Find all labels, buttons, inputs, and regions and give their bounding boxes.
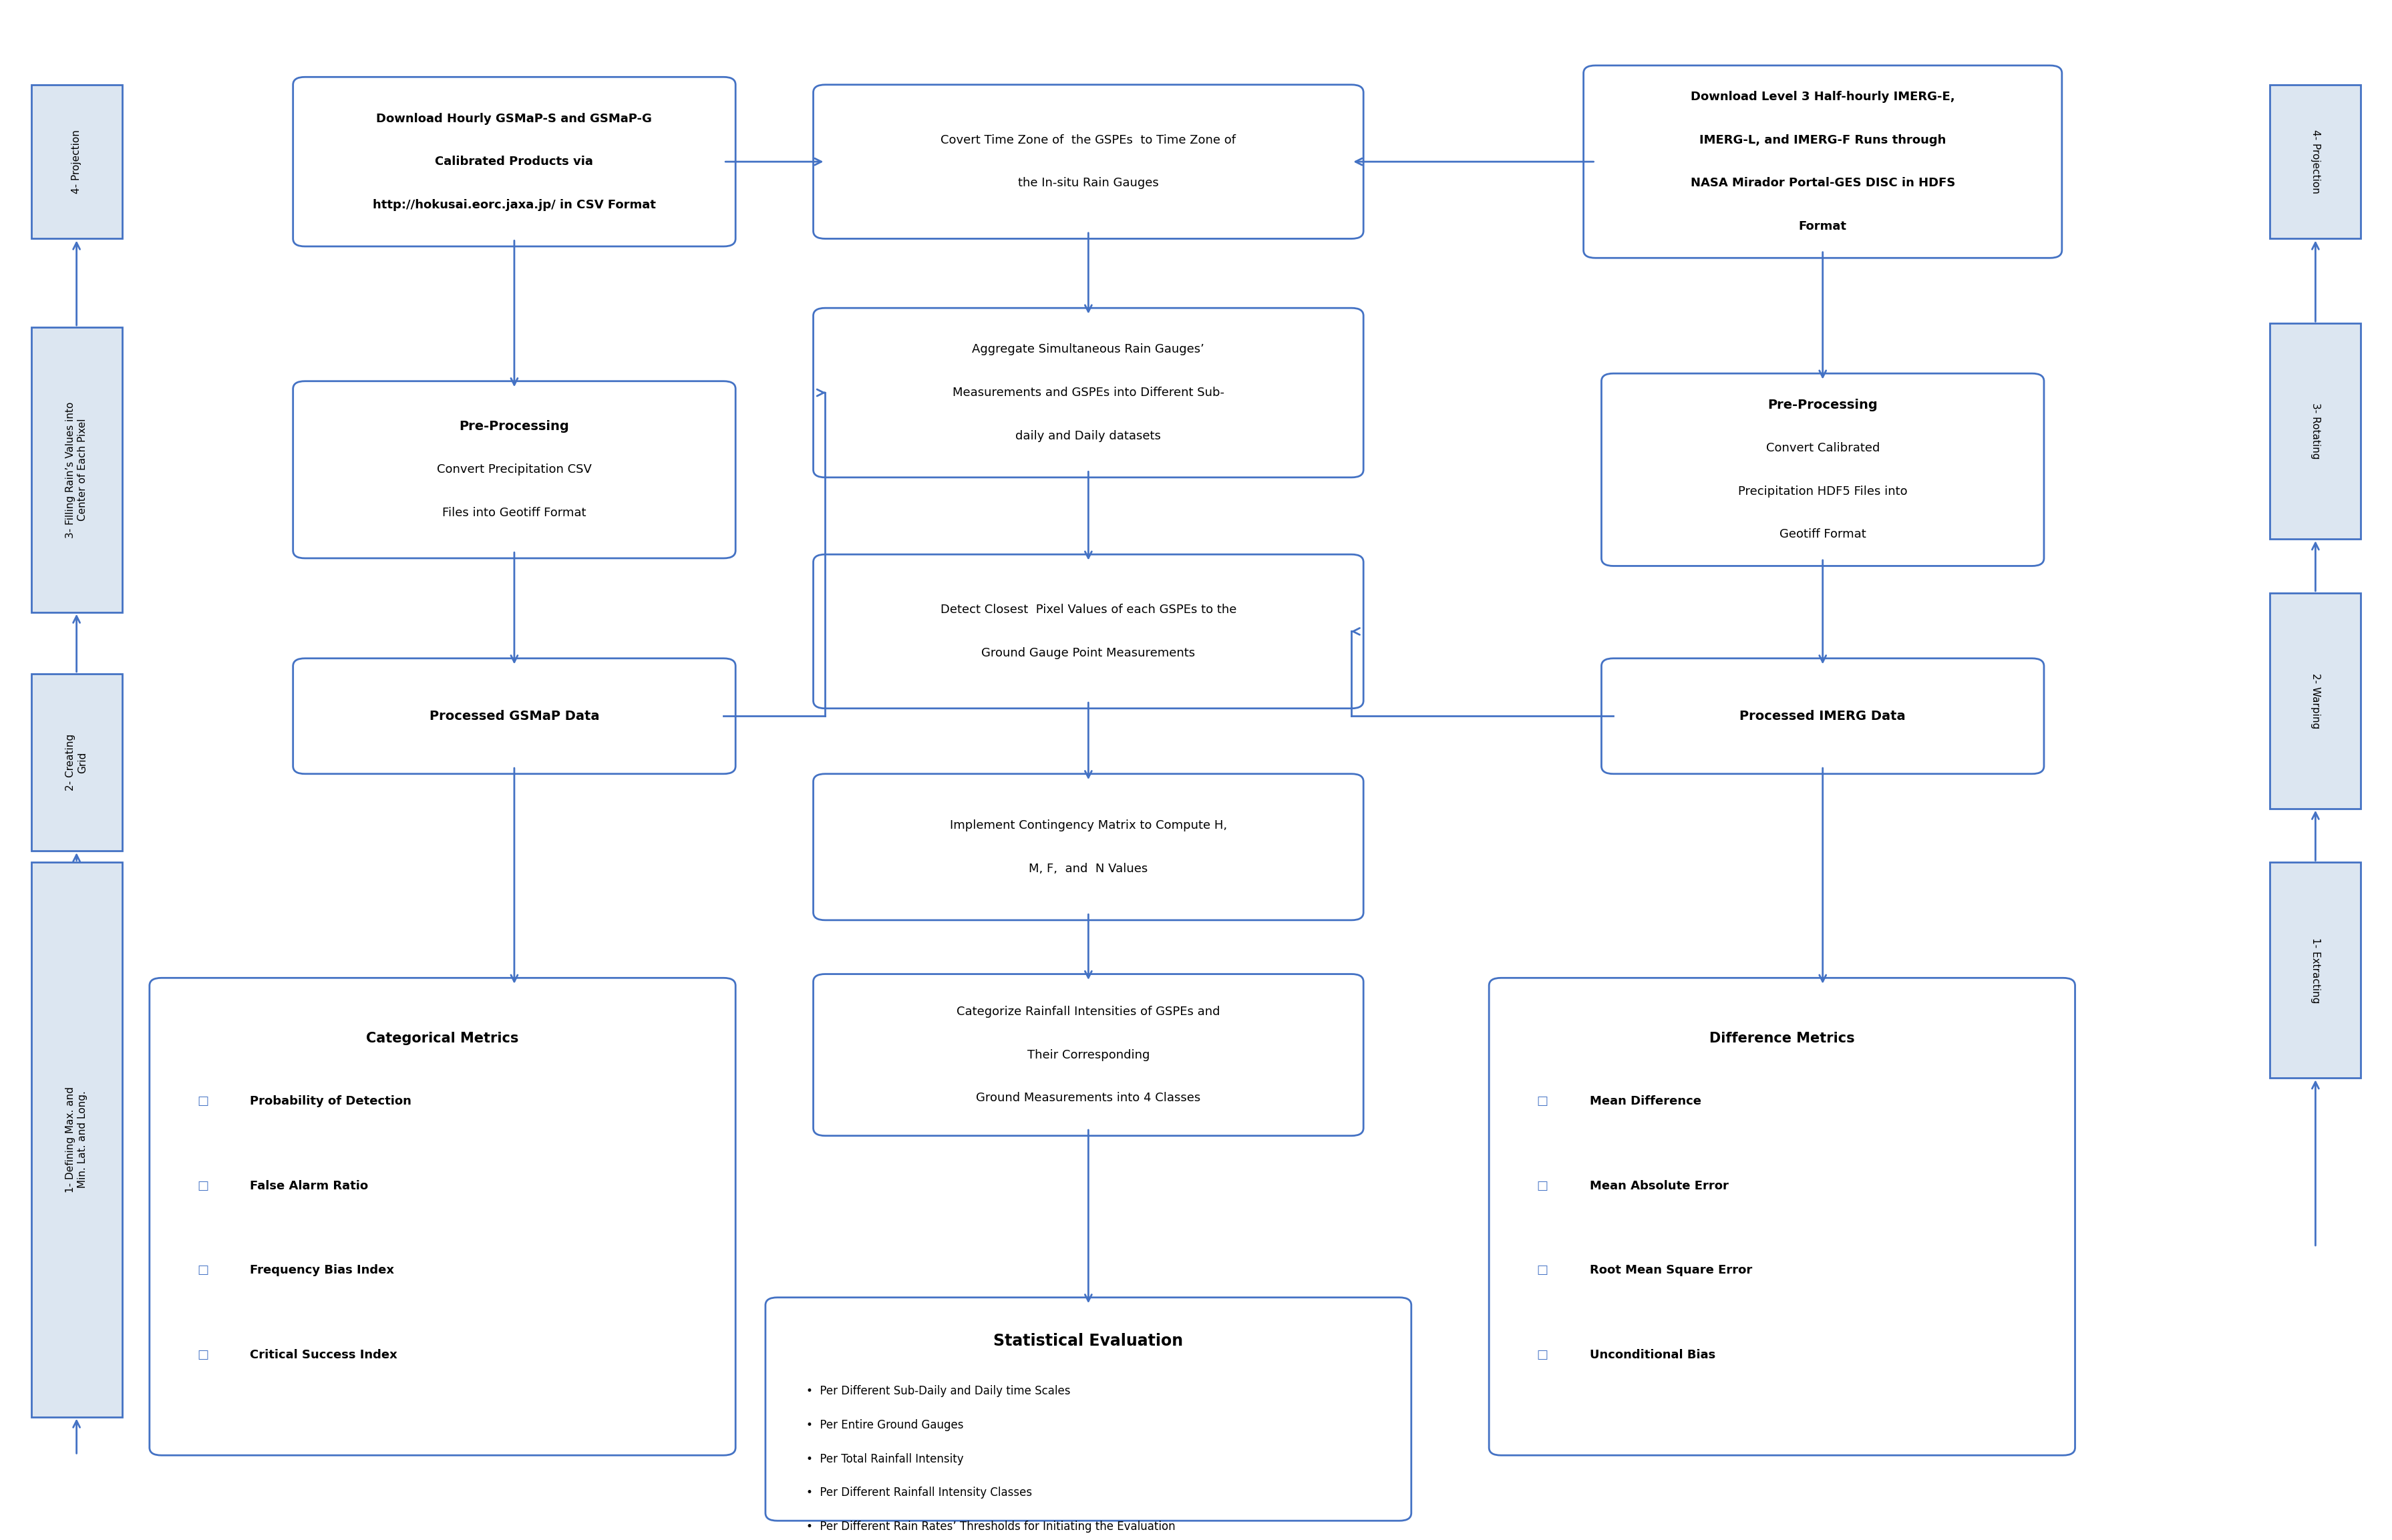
Text: •  Per Different Sub-Daily and Daily time Scales: • Per Different Sub-Daily and Daily time…: [806, 1386, 1069, 1397]
Text: □: □: [196, 1180, 208, 1192]
FancyBboxPatch shape: [151, 978, 737, 1455]
FancyBboxPatch shape: [31, 675, 122, 850]
Text: Unconditional Bias: Unconditional Bias: [1588, 1349, 1715, 1361]
Text: Ground Measurements into 4 Classes: Ground Measurements into 4 Classes: [976, 1092, 1201, 1104]
Text: □: □: [1536, 1264, 1548, 1277]
Text: NASA Mirador Portal-GES DISC in HDFS: NASA Mirador Portal-GES DISC in HDFS: [1691, 177, 1954, 189]
FancyBboxPatch shape: [294, 382, 737, 559]
Text: 1- Defining Max. and
Min. Lat. and Long.: 1- Defining Max. and Min. Lat. and Long.: [65, 1087, 89, 1192]
Text: Root Mean Square Error: Root Mean Square Error: [1588, 1264, 1751, 1277]
FancyBboxPatch shape: [1488, 978, 2074, 1455]
FancyBboxPatch shape: [813, 554, 1363, 708]
FancyBboxPatch shape: [294, 659, 737, 773]
Text: daily and Daily datasets: daily and Daily datasets: [1017, 430, 1160, 442]
FancyBboxPatch shape: [813, 975, 1363, 1137]
Text: Implement Contingency Matrix to Compute H,: Implement Contingency Matrix to Compute …: [950, 819, 1227, 832]
Text: □: □: [196, 1095, 208, 1107]
Text: Precipitation HDF5 Files into: Precipitation HDF5 Files into: [1739, 485, 1906, 497]
FancyBboxPatch shape: [31, 85, 122, 239]
Text: Calibrated Products via: Calibrated Products via: [435, 156, 593, 168]
Text: Processed IMERG Data: Processed IMERG Data: [1739, 710, 1906, 722]
Text: 1- Extracting: 1- Extracting: [2311, 938, 2320, 1003]
Text: the In-situ Rain Gauges: the In-situ Rain Gauges: [1019, 177, 1158, 189]
Text: Pre-Processing: Pre-Processing: [459, 420, 569, 433]
Text: 3- Rotating: 3- Rotating: [2311, 403, 2320, 459]
FancyBboxPatch shape: [813, 773, 1363, 919]
Text: Covert Time Zone of  the GSPEs  to Time Zone of: Covert Time Zone of the GSPEs to Time Zo…: [940, 134, 1237, 146]
Text: Categorical Metrics: Categorical Metrics: [366, 1032, 519, 1046]
FancyBboxPatch shape: [1600, 659, 2043, 773]
Text: Statistical Evaluation: Statistical Evaluation: [993, 1332, 1184, 1349]
Text: Convert Precipitation CSV: Convert Precipitation CSV: [438, 464, 591, 476]
Text: Their Corresponding: Their Corresponding: [1026, 1049, 1151, 1061]
Text: Processed GSMaP Data: Processed GSMaP Data: [428, 710, 600, 722]
Text: 2- Warping: 2- Warping: [2311, 673, 2320, 728]
Text: 4- Projection: 4- Projection: [2311, 129, 2320, 194]
Text: Download Level 3 Half-hourly IMERG-E,: Download Level 3 Half-hourly IMERG-E,: [1691, 91, 1954, 103]
FancyBboxPatch shape: [2270, 323, 2361, 539]
Text: Convert Calibrated: Convert Calibrated: [1765, 442, 1880, 454]
Text: IMERG-L, and IMERG-F Runs through: IMERG-L, and IMERG-F Runs through: [1698, 134, 1947, 146]
Text: □: □: [196, 1349, 208, 1361]
FancyBboxPatch shape: [813, 308, 1363, 477]
Text: Format: Format: [1799, 220, 1847, 233]
FancyBboxPatch shape: [813, 85, 1363, 239]
Text: Aggregate Simultaneous Rain Gauges’: Aggregate Simultaneous Rain Gauges’: [971, 343, 1206, 356]
Text: □: □: [1536, 1180, 1548, 1192]
Text: M, F,  and  N Values: M, F, and N Values: [1029, 862, 1148, 875]
Text: Difference Metrics: Difference Metrics: [1710, 1032, 1854, 1046]
Text: □: □: [1536, 1349, 1548, 1361]
Text: Detect Closest  Pixel Values of each GSPEs to the: Detect Closest Pixel Values of each GSPE…: [940, 604, 1237, 616]
Text: 3- Filling Rain’s Values into
Center of Each Pixel: 3- Filling Rain’s Values into Center of …: [65, 402, 89, 537]
FancyBboxPatch shape: [294, 77, 737, 246]
Text: □: □: [196, 1264, 208, 1277]
Text: □: □: [1536, 1095, 1548, 1107]
FancyBboxPatch shape: [1584, 66, 2062, 257]
Text: Critical Success Index: Critical Success Index: [251, 1349, 397, 1361]
Text: 2- Creating
Grid: 2- Creating Grid: [65, 735, 89, 790]
Text: Categorize Rainfall Intensities of GSPEs and: Categorize Rainfall Intensities of GSPEs…: [957, 1006, 1220, 1018]
Text: Download Hourly GSMaP-S and GSMaP-G: Download Hourly GSMaP-S and GSMaP-G: [376, 112, 653, 125]
FancyBboxPatch shape: [765, 1297, 1411, 1522]
Text: Probability of Detection: Probability of Detection: [251, 1095, 411, 1107]
Text: •  Per Different Rain Rates’ Thresholds for Initiating the Evaluation: • Per Different Rain Rates’ Thresholds f…: [806, 1520, 1174, 1532]
Text: 4- Projection: 4- Projection: [72, 129, 81, 194]
Text: Geotiff Format: Geotiff Format: [1780, 528, 1866, 541]
Text: Ground Gauge Point Measurements: Ground Gauge Point Measurements: [981, 647, 1196, 659]
FancyBboxPatch shape: [31, 328, 122, 613]
FancyBboxPatch shape: [2270, 85, 2361, 239]
FancyBboxPatch shape: [1600, 374, 2043, 567]
FancyBboxPatch shape: [2270, 593, 2361, 808]
Text: •  Per Entire Ground Gauges: • Per Entire Ground Gauges: [806, 1420, 964, 1431]
Text: •  Per Different Rainfall Intensity Classes: • Per Different Rainfall Intensity Class…: [806, 1488, 1031, 1498]
FancyBboxPatch shape: [31, 862, 122, 1417]
Text: Pre-Processing: Pre-Processing: [1768, 399, 1878, 411]
Text: Mean Difference: Mean Difference: [1588, 1095, 1701, 1107]
Text: http://hokusai.eorc.jaxa.jp/ in CSV Format: http://hokusai.eorc.jaxa.jp/ in CSV Form…: [373, 199, 655, 211]
Text: •  Per Total Rainfall Intensity: • Per Total Rainfall Intensity: [806, 1454, 964, 1465]
Text: Measurements and GSPEs into Different Sub-: Measurements and GSPEs into Different Su…: [952, 387, 1225, 399]
Text: False Alarm Ratio: False Alarm Ratio: [251, 1180, 368, 1192]
Text: Files into Geotiff Format: Files into Geotiff Format: [443, 507, 586, 519]
FancyBboxPatch shape: [2270, 862, 2361, 1078]
Text: Frequency Bias Index: Frequency Bias Index: [251, 1264, 395, 1277]
Text: Mean Absolute Error: Mean Absolute Error: [1588, 1180, 1729, 1192]
